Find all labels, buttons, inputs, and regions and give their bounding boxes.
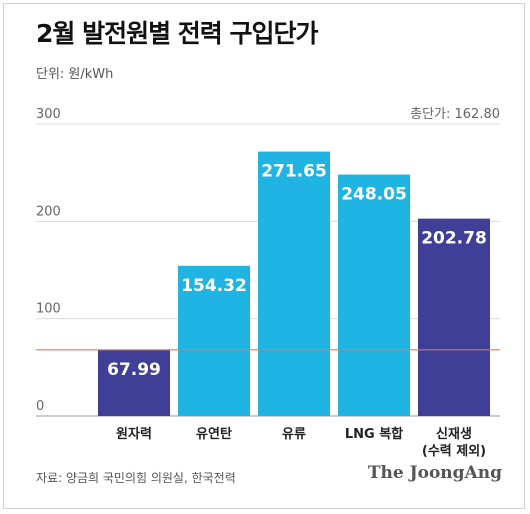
source-note: 자료: 양금희 국민의힘 의원실, 한국전력 [36,471,236,485]
category-label: LNG 복합 [345,426,403,442]
total-label: 총단가: 162.80 [410,107,500,122]
value-label: 154.32 [181,276,247,296]
category-label: 원자력 [116,427,152,442]
category-label: 신재생 (수력 제외) [422,427,486,459]
brand-logo: The JoongAng [367,463,502,483]
chart-title: 2월 발전원별 전력 구입단가 [36,19,319,48]
bar-1 [98,349,170,416]
value-label: 202.78 [421,229,487,249]
bar-4 [338,174,410,416]
category-label: 유류 [282,427,306,442]
unit-label: 단위: 원/kWh [36,67,114,82]
bar-3 [258,151,330,416]
bars [98,151,490,416]
y-tick-label: 100 [36,302,61,317]
value-label: 271.65 [261,162,327,182]
value-label: 248.05 [341,185,407,205]
y-tick-label: 0 [36,399,44,414]
bar-5 [418,218,490,416]
value-label: 67.99 [107,360,161,380]
y-tick-label: 300 [36,107,61,122]
category-label: 유연탄 [196,426,232,442]
labels: 0 100 200 300 총단가: 162.80 67.99 원자력 154.32 유연탄 27… [36,107,500,459]
y-tick-label: 200 [36,204,61,219]
bar-2 [178,265,250,416]
